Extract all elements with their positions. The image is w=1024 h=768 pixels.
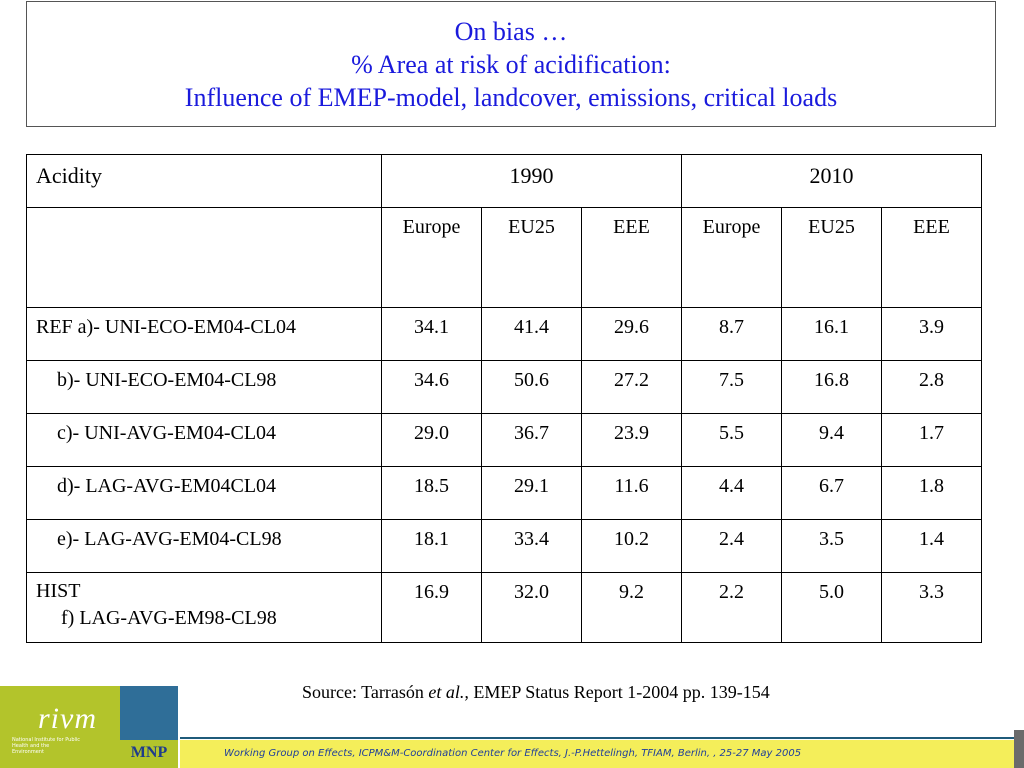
table-cell: 32.0 bbox=[481, 572, 582, 643]
source-prefix: Source: Tarrasón bbox=[302, 682, 429, 702]
row-label: HIST f) LAG-AVG-EM98-CL98 bbox=[26, 572, 382, 643]
slide-title: On bias … % Area at risk of acidificatio… bbox=[26, 1, 996, 127]
table-cell: 10.2 bbox=[581, 519, 682, 573]
table-cell: 50.6 bbox=[481, 360, 582, 414]
table-cell: 18.5 bbox=[381, 466, 482, 520]
table-cell: 16.1 bbox=[781, 307, 882, 361]
table-row: d)- LAG-AVG-EM04CL04 18.5 29.1 11.6 4.4 … bbox=[26, 466, 982, 520]
rivm-institute-text: National Institute for Public Health and… bbox=[12, 737, 81, 755]
table-cell: 9.2 bbox=[581, 572, 682, 643]
table-cell: 29.0 bbox=[381, 413, 482, 467]
table-cell: 18.1 bbox=[381, 519, 482, 573]
footer-bar bbox=[180, 740, 1024, 768]
table-cell: 5.0 bbox=[781, 572, 882, 643]
title-line-2: % Area at risk of acidification: bbox=[351, 49, 671, 79]
row-label: b)- UNI-ECO-EM04-CL98 bbox=[26, 360, 382, 414]
table-cell: 36.7 bbox=[481, 413, 582, 467]
year-header-1990: 1990 bbox=[381, 154, 682, 208]
region-header-row: Europe EU25 EEE Europe EU25 EEE bbox=[26, 207, 982, 308]
year-header-row: Acidity 1990 2010 bbox=[26, 154, 982, 208]
table-cell: 1.8 bbox=[881, 466, 982, 520]
table-cell: 1.4 bbox=[881, 519, 982, 573]
table-cell: 4.4 bbox=[681, 466, 782, 520]
table-cell: 29.1 bbox=[481, 466, 582, 520]
title-line-3: Influence of EMEP-model, landcover, emis… bbox=[184, 82, 838, 112]
table-cell: 6.7 bbox=[781, 466, 882, 520]
table-cell: 3.5 bbox=[781, 519, 882, 573]
table-row: b)- UNI-ECO-EM04-CL98 34.6 50.6 27.2 7.5… bbox=[26, 360, 982, 414]
table-cell: 3.9 bbox=[881, 307, 982, 361]
table-cell: 29.6 bbox=[581, 307, 682, 361]
region-header: EEE bbox=[581, 207, 682, 308]
table-cell: 34.1 bbox=[381, 307, 482, 361]
table-cell: 27.2 bbox=[581, 360, 682, 414]
row-label-line-2: f) LAG-AVG-EM98-CL98 bbox=[61, 607, 277, 629]
region-header: EU25 bbox=[481, 207, 582, 308]
table-cell: 5.5 bbox=[681, 413, 782, 467]
year-header-2010: 2010 bbox=[681, 154, 982, 208]
table-row: REF a)- UNI-ECO-EM04-CL04 34.1 41.4 29.6… bbox=[26, 307, 982, 361]
corner-header: Acidity bbox=[26, 154, 382, 208]
table-row: c)- UNI-AVG-EM04-CL04 29.0 36.7 23.9 5.5… bbox=[26, 413, 982, 467]
table-cell: 8.7 bbox=[681, 307, 782, 361]
row-label: e)- LAG-AVG-EM04-CL98 bbox=[26, 519, 382, 573]
footer-end-block bbox=[1014, 730, 1024, 768]
region-header: Europe bbox=[681, 207, 782, 308]
table-row: e)- LAG-AVG-EM04-CL98 18.1 33.4 10.2 2.4… bbox=[26, 519, 982, 573]
region-header: EEE bbox=[881, 207, 982, 308]
table-cell: 7.5 bbox=[681, 360, 782, 414]
title-line-1: On bias … bbox=[454, 16, 568, 46]
table-cell: 2.4 bbox=[681, 519, 782, 573]
table-cell: 3.3 bbox=[881, 572, 982, 643]
table-cell: 11.6 bbox=[581, 466, 682, 520]
table-cell: 23.9 bbox=[581, 413, 682, 467]
footer-text: Working Group on Effects, ICPM&M-Coordin… bbox=[224, 748, 802, 759]
table-cell: 16.8 bbox=[781, 360, 882, 414]
source-citation: Source: Tarrasón et al., EMEP Status Rep… bbox=[302, 682, 770, 703]
table-cell: 2.2 bbox=[681, 572, 782, 643]
rivm-logo bbox=[0, 686, 120, 768]
row-label: c)- UNI-AVG-EM04-CL04 bbox=[26, 413, 382, 467]
table-cell: 34.6 bbox=[381, 360, 482, 414]
table-cell: 2.8 bbox=[881, 360, 982, 414]
region-header: Europe bbox=[381, 207, 482, 308]
table-cell: 41.4 bbox=[481, 307, 582, 361]
row-label: d)- LAG-AVG-EM04CL04 bbox=[26, 466, 382, 520]
table-cell: 1.7 bbox=[881, 413, 982, 467]
row-label: REF a)- UNI-ECO-EM04-CL04 bbox=[26, 307, 382, 361]
source-italic: et al., bbox=[428, 682, 469, 702]
table-cell: 33.4 bbox=[481, 519, 582, 573]
source-suffix: EMEP Status Report 1-2004 pp. 139-154 bbox=[468, 682, 770, 702]
logo-blue-block bbox=[120, 686, 178, 740]
table-row: HIST f) LAG-AVG-EM98-CL98 16.9 32.0 9.2 … bbox=[26, 572, 982, 643]
mnp-logo: MNP bbox=[120, 740, 178, 768]
empty-header-cell bbox=[26, 207, 382, 308]
footer-divider bbox=[180, 737, 1024, 739]
table-cell: 9.4 bbox=[781, 413, 882, 467]
row-label-line-1: HIST bbox=[36, 580, 81, 602]
region-header: EU25 bbox=[781, 207, 882, 308]
rivm-logo-wordmark: rivm bbox=[38, 702, 97, 735]
acidification-table: Acidity 1990 2010 Europe EU25 EEE Europe… bbox=[26, 154, 982, 643]
table-cell: 16.9 bbox=[381, 572, 482, 643]
